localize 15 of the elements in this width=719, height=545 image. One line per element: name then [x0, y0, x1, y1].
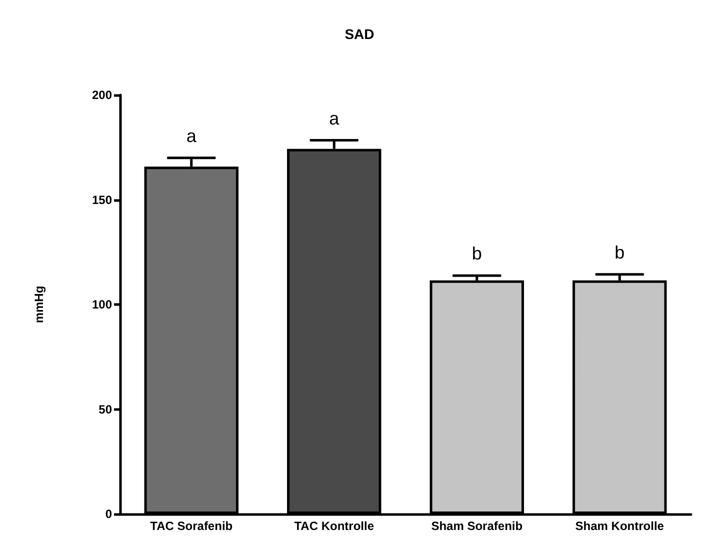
annotation: b — [472, 244, 482, 264]
y-tick-label: 100 — [92, 298, 112, 312]
y-axis-title: mmHg — [32, 286, 46, 324]
x-tick-label: TAC Kontrolle — [294, 519, 374, 533]
y-tick-label: 150 — [92, 192, 112, 207]
x-tick-label: Sham Sorafenib — [431, 519, 523, 533]
annotation: b — [614, 242, 625, 262]
y-tick-label: 50 — [98, 402, 112, 416]
annotation: a — [329, 108, 340, 128]
chart-title: SAD — [344, 26, 374, 42]
x-tick-label: TAC Sorafenib — [150, 519, 233, 533]
annotation: a — [186, 126, 198, 146]
y-tick-label: 0 — [105, 507, 112, 521]
x-tick-label: Sham Kontrolle — [575, 519, 664, 533]
y-tick-label: 200 — [92, 88, 112, 102]
